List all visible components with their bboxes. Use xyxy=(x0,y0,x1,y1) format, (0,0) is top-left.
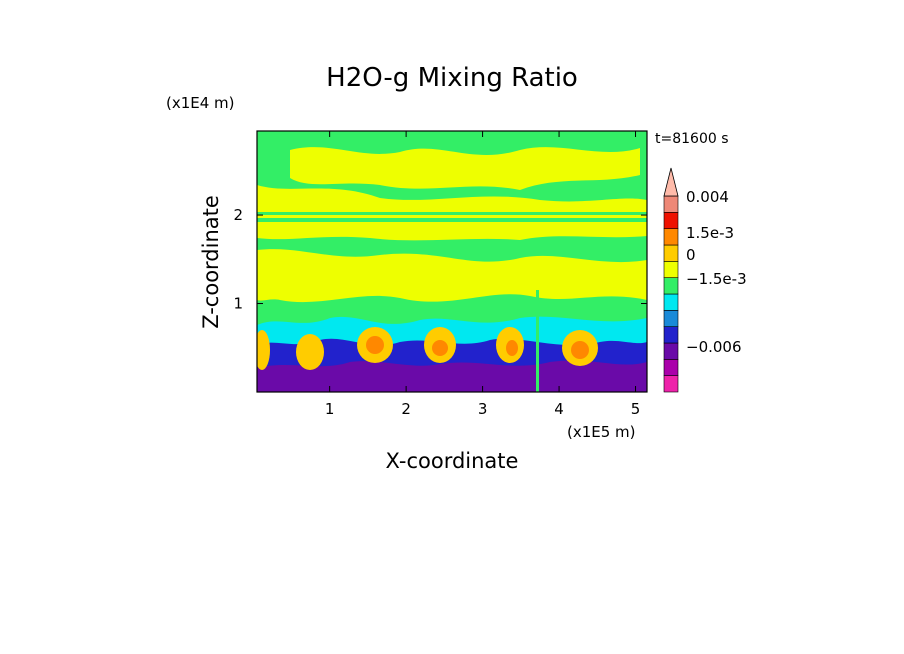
y-scale-label: (x1E4 m) xyxy=(166,94,235,112)
x-tick-label: 1 xyxy=(325,400,335,418)
field-region xyxy=(257,215,647,218)
colorbar-label: 1.5e-3 xyxy=(686,224,734,242)
colorbar-segment xyxy=(663,342,679,360)
field-region xyxy=(432,340,448,356)
colorbar-segment xyxy=(663,359,679,376)
y-axis: 12 xyxy=(233,206,647,313)
plot-frame xyxy=(256,130,648,393)
y-tick-label: 1 xyxy=(233,295,243,313)
field-region xyxy=(257,185,647,212)
time-label: t=81600 s xyxy=(655,131,729,147)
field-region xyxy=(290,147,640,190)
chart-title: H2O-g Mixing Ratio xyxy=(326,63,578,93)
x-axis-label: X-coordinate xyxy=(386,449,519,473)
field-region xyxy=(296,334,324,370)
x-tick-label: 2 xyxy=(401,400,411,418)
x-axis: 1 2 3 4 5 xyxy=(325,131,640,418)
colorbar-segment xyxy=(663,310,679,327)
y-axis-label: Z-coordinate xyxy=(199,195,223,329)
x-scale-label: (x1E5 m) xyxy=(567,423,636,441)
colorbar-segment xyxy=(663,244,679,262)
field-region xyxy=(257,222,647,241)
colorbar-segment xyxy=(663,228,679,246)
colorbar-segment xyxy=(663,375,679,393)
field-region xyxy=(506,340,518,356)
colorbar-segment xyxy=(663,212,679,229)
x-tick-label: 5 xyxy=(631,400,641,418)
field-region xyxy=(571,341,589,359)
colorbar-segment xyxy=(663,195,679,213)
colorbar-label: −1.5e-3 xyxy=(686,270,747,288)
colorbar-arrow xyxy=(663,167,679,197)
colorbar-segment xyxy=(663,293,679,311)
colorbar-label: 0 xyxy=(686,246,696,264)
y-tick-label: 2 xyxy=(233,206,243,224)
field-region xyxy=(257,360,647,392)
field-region xyxy=(257,249,647,303)
field-region xyxy=(536,290,539,392)
colorbar-segment xyxy=(663,277,679,295)
colorbar-segment xyxy=(663,326,679,344)
heatmap-field xyxy=(257,131,647,392)
x-tick-label: 3 xyxy=(478,400,488,418)
colorbar-segment xyxy=(663,261,679,278)
field-region xyxy=(257,330,270,370)
x-tick-label: 4 xyxy=(554,400,564,418)
colorbar-label: 0.004 xyxy=(686,188,729,206)
colorbar: 0.004 1.5e-3 0 −1.5e-3 −0.006 xyxy=(663,167,747,393)
colorbar-label: −0.006 xyxy=(686,338,742,356)
field-region xyxy=(366,336,384,354)
